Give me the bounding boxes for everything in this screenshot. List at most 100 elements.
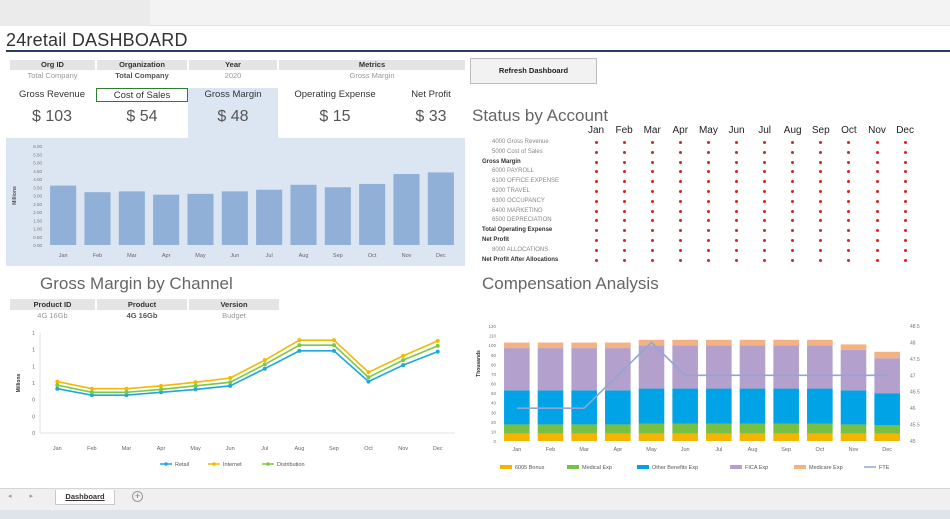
filter-value: Gross Margin <box>349 71 395 80</box>
stacked-bar-segment <box>807 433 833 441</box>
revenue-bar <box>84 192 111 245</box>
kpi-label: Net Profit <box>411 89 451 100</box>
x-tick-label: Nov <box>398 446 408 452</box>
revenue-bar <box>427 172 454 245</box>
kpi-gross-revenue[interactable]: Gross Revenue $ 103 <box>8 88 96 126</box>
kpi-cost-of-sales[interactable]: Cost of Sales $ 54 <box>96 88 188 126</box>
kpi-gross-margin[interactable]: Gross Margin $ 48 <box>188 88 278 138</box>
series-point <box>331 343 336 348</box>
status-indicator-dot <box>819 248 823 252</box>
sheet-tab-dashboard[interactable]: Dashboard <box>55 490 115 505</box>
compensation-stacked-bar-chart[interactable]: 0 10 20 30 40 50 60 70 80 90 100 110 120 45 45.5 46 46.5… <box>472 318 948 486</box>
y-tick-label: 4.00 <box>33 177 42 182</box>
status-indicator-dot <box>819 160 823 164</box>
filter-header: Metrics <box>279 60 465 70</box>
refresh-dashboard-button[interactable]: Refresh Dashboard <box>470 58 597 84</box>
status-row-label: 5000 Cost of Sales <box>492 148 543 155</box>
status-indicator-dot <box>819 141 823 144</box>
y-tick-label: 4.50 <box>33 169 42 174</box>
status-month-header: Nov <box>868 125 886 136</box>
filter-metrics[interactable]: Metrics Gross Margin <box>279 60 465 81</box>
revenue-bar-chart[interactable]: 0.00 0.50 1.00 1.50 2.00 2.50 3.00 3.50 4.00 4.50… <box>6 138 465 266</box>
legend-label: Other Benefits Exp <box>652 465 698 471</box>
y-tick-label: 30 <box>491 410 497 415</box>
series-point <box>297 338 302 343</box>
status-row-label: 6500 DEPRECIATION <box>492 217 552 224</box>
status-indicator-dot <box>763 141 767 144</box>
revenue-bar <box>359 183 386 245</box>
series-point <box>193 383 198 388</box>
status-month-header: Aug <box>783 125 802 136</box>
status-indicator-dot <box>791 239 795 242</box>
kpi-label: Cost of Sales <box>96 88 188 102</box>
kpi-net-profit[interactable]: Net Profit $ 33 <box>395 88 467 126</box>
status-indicator-dot <box>650 190 654 193</box>
y-tick-label: 0 <box>32 431 35 437</box>
status-indicator-dot <box>763 248 767 252</box>
x-tick-label: Aug <box>299 253 309 259</box>
series-point <box>401 363 406 368</box>
stacked-bar-segment <box>672 423 698 434</box>
filter-org-id[interactable]: Org ID Total Company <box>10 60 95 81</box>
status-indicator-dot <box>706 219 710 223</box>
legend-label: FTE <box>879 465 890 471</box>
status-row-label: 6300 OCCUPANCY <box>492 197 545 204</box>
status-indicator-dot <box>763 229 767 233</box>
y-axis-label: Millions <box>12 186 18 205</box>
status-indicator-dot <box>903 190 907 193</box>
y-tick-label: 90 <box>491 353 497 358</box>
revenue-bar <box>118 191 145 245</box>
status-indicator-dot <box>678 141 682 144</box>
x-tick-label: May <box>195 253 206 259</box>
kpi-operating-expense[interactable]: Operating Expense $ 15 <box>280 88 390 126</box>
status-row-label: 4000 Gross Revenue <box>492 139 549 145</box>
status-indicator-dot <box>678 209 682 213</box>
filter-value: 2020 <box>224 71 242 80</box>
status-indicator-dot <box>706 180 710 184</box>
status-by-account-title: Status by Account <box>472 106 609 125</box>
filter-product[interactable]: Product 4G 16Gb <box>97 299 187 321</box>
status-row-label: 6000 PAYROLL <box>492 168 534 175</box>
status-indicator-dot <box>875 219 879 223</box>
series-point <box>435 343 440 348</box>
filter-value: 4G 16Gb <box>126 311 158 320</box>
status-indicator-dot <box>622 239 626 242</box>
add-sheet-button[interactable]: + <box>132 491 143 502</box>
y-axis-label: Millions <box>16 373 22 392</box>
stacked-bar-segment <box>874 393 900 426</box>
status-row-label: 6400 MARKETING <box>492 207 543 214</box>
stacked-bar-segment <box>840 390 867 425</box>
stacked-bar-segment <box>504 433 530 441</box>
status-indicator-dot <box>819 209 823 213</box>
sheet-nav-arrows[interactable]: ◂ ▸ <box>8 493 41 500</box>
status-indicator-dot <box>875 199 879 203</box>
gross-margin-line-chart[interactable]: 0 0 0 1 1 1 1 Millions Jan Feb Mar Apr May Jun Jul Aug S… <box>10 325 465 485</box>
x-tick-label: Sep <box>781 447 791 453</box>
status-indicator-dot <box>650 180 654 184</box>
status-row-label: 6200 TRAVEL <box>492 188 530 194</box>
status-indicator-dot <box>594 258 598 262</box>
series-point <box>366 370 371 375</box>
status-indicator-dot <box>735 180 738 184</box>
x-tick-label: Mar <box>127 253 137 259</box>
x-tick-label: Apr <box>162 253 171 259</box>
stacked-bar-segment <box>773 339 799 346</box>
y-tick-label: 80 <box>491 362 497 367</box>
legend-label: Medical Exp <box>582 465 612 471</box>
status-indicator-dot <box>791 170 795 174</box>
y-tick-label: 60 <box>491 382 497 387</box>
filter-year[interactable]: Year 2020 <box>189 60 277 81</box>
legend-label: Distribution <box>277 462 305 468</box>
status-indicator-dot <box>791 199 795 203</box>
revenue-bar <box>221 191 248 245</box>
dashboard-title-bar: 24retail DASHBOARD <box>6 30 950 52</box>
legend-marker <box>164 462 168 466</box>
stacked-bar-segment <box>739 433 766 441</box>
filter-product-id[interactable]: Product ID 4G 16Gb <box>10 299 95 321</box>
filter-version[interactable]: Version Budget <box>189 299 279 321</box>
status-indicator-dot <box>678 180 682 184</box>
window-tab[interactable] <box>0 0 150 26</box>
stacked-bar-segment <box>638 423 665 434</box>
status-indicator-dot <box>594 180 598 184</box>
filter-organization[interactable]: Organization Total Company <box>97 60 187 81</box>
